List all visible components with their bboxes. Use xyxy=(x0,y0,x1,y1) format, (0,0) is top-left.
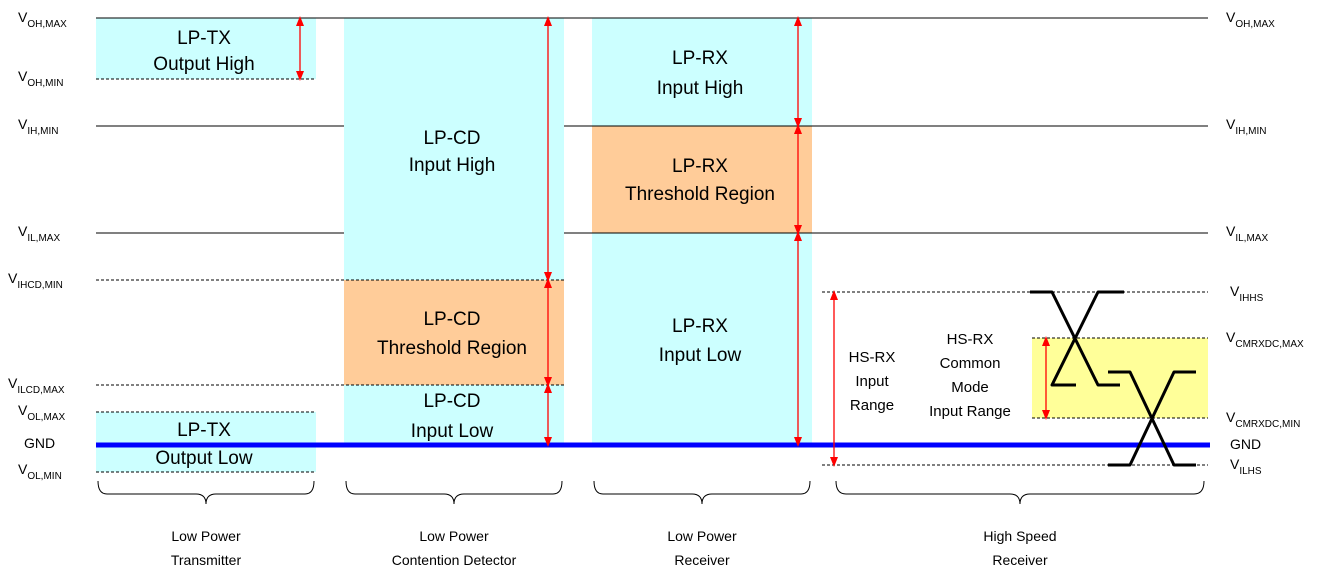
label-vcmrxdc-max-right: VCMRXDC,MAX xyxy=(1226,329,1304,350)
lprx-low-title: LP-RX xyxy=(672,316,728,337)
label-vol-min-left: VOL,MIN xyxy=(18,461,62,482)
lprx-threshold-title: LP-RX xyxy=(672,156,728,177)
label-vcmrxdc-min-right: VCMRXDC,MIN xyxy=(1226,409,1300,430)
lprx-high-title: LP-RX xyxy=(672,48,728,69)
brace-transmitter xyxy=(97,480,315,505)
lptx-output-high-region xyxy=(96,18,316,79)
lprx-threshold-region xyxy=(592,126,812,233)
lpcd-input-high-region xyxy=(344,18,564,280)
lptx-output-low-region xyxy=(96,412,316,472)
lpcd-input-low-region xyxy=(344,385,564,445)
lprx-high-subtitle: Input High xyxy=(657,78,744,99)
lpcd-threshold-subtitle: Threshold Region xyxy=(377,338,527,359)
lprx-input-high-region xyxy=(592,18,812,126)
lptx-low-title: LP-TX xyxy=(177,420,231,441)
label-vilcd-max-left: VILCD,MAX xyxy=(8,375,65,396)
brace-receiver xyxy=(593,480,811,505)
label-vih-min-left: VIH,MIN xyxy=(18,116,58,137)
category-receiver-line2: Receiver xyxy=(674,552,730,568)
lptx-high-title: LP-TX xyxy=(177,28,231,49)
lpcd-low-subtitle: Input Low xyxy=(411,421,494,442)
label-vil-max-left: VIL,MAX xyxy=(18,223,60,244)
lpcd-high-title: LP-CD xyxy=(423,128,480,149)
lpcd-high-subtitle: Input High xyxy=(409,155,496,176)
hsrx-common-line4: Input Range xyxy=(929,403,1011,420)
hsrx-common-line2: Common xyxy=(940,355,1001,372)
label-voh-max-left: VOH,MAX xyxy=(18,9,67,30)
category-receiver-line1: Low Power xyxy=(667,528,737,544)
hsrx-common-line3: Mode xyxy=(951,379,989,396)
hsrx-range-line1: HS-RX xyxy=(849,349,896,366)
label-vihhs-right: VIHHS xyxy=(1230,283,1264,304)
hsrx-common-mode-region xyxy=(1032,338,1208,418)
label-voh-max-right: VOH,MAX xyxy=(1226,9,1275,30)
label-vih-min-right: VIH,MIN xyxy=(1226,116,1266,137)
lpcd-threshold-region xyxy=(344,280,564,385)
label-vilhs-right: VILHS xyxy=(1230,456,1262,477)
hsrx-common-line1: HS-RX xyxy=(947,331,994,348)
category-hs-receiver-line1: High Speed xyxy=(983,528,1056,544)
label-voh-min-left: VOH,MIN xyxy=(18,68,63,89)
hsrx-range-line3: Range xyxy=(850,397,894,414)
hs-signal-upper-crossing-b xyxy=(1050,290,1124,387)
category-contention-line2: Contention Detector xyxy=(392,552,517,568)
label-vol-max-left: VOL,MAX xyxy=(18,402,65,423)
lprx-threshold-subtitle: Threshold Region xyxy=(625,184,775,205)
brace-high-speed-receiver xyxy=(835,480,1205,505)
lprx-low-subtitle: Input Low xyxy=(659,345,742,366)
category-hs-receiver-line2: Receiver xyxy=(992,552,1048,568)
label-vihcd-min-left: VIHCD,MIN xyxy=(8,270,63,291)
hsrx-range-line2: Input xyxy=(855,373,889,390)
category-transmitter-line2: Transmitter xyxy=(171,552,242,568)
label-vil-max-right: VIL,MAX xyxy=(1226,223,1268,244)
lptx-high-subtitle: Output High xyxy=(153,54,254,75)
label-gnd-right: GND xyxy=(1230,436,1261,452)
lpcd-threshold-title: LP-CD xyxy=(423,309,480,330)
hs-signal-lower-crossing-b xyxy=(1108,370,1196,467)
lpcd-low-title: LP-CD xyxy=(423,391,480,412)
category-transmitter-line1: Low Power xyxy=(171,528,241,544)
category-contention-line1: Low Power xyxy=(419,528,489,544)
lprx-input-low-region xyxy=(592,233,812,445)
lptx-low-subtitle: Output Low xyxy=(155,448,252,469)
brace-contention-detector xyxy=(345,480,563,505)
label-gnd-left: GND xyxy=(24,435,55,451)
